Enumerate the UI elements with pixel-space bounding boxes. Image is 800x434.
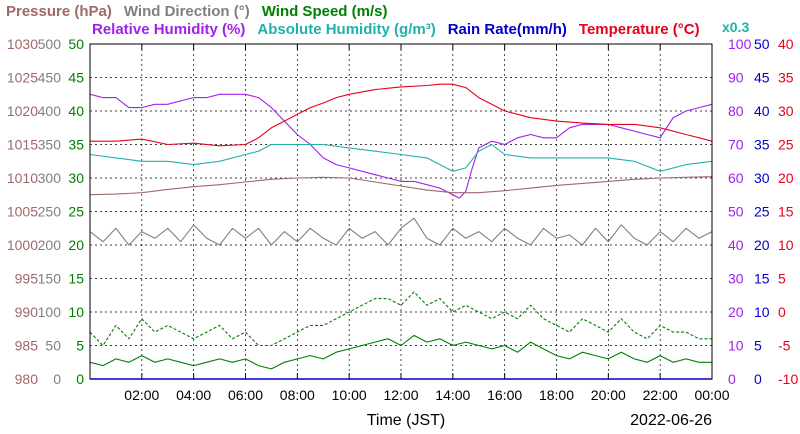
y-tick-label-rain-rate: 0 [754,371,762,387]
x-tick-label: 06:00 [228,387,263,403]
y-tick-label-pressure: 1030 [7,36,38,52]
y-tick-label-wind-direction: 0 [53,371,61,387]
y-tick-label-wind-speed: 5 [76,338,84,354]
y-tick-label-wind-direction: 300 [38,170,62,186]
x-tick-label: 14:00 [435,387,470,403]
y-tick-label-temperature: 40 [778,36,794,52]
y-tick-label-humidity: 0 [728,371,736,387]
y-tick-label-humidity: 80 [728,103,744,119]
y-tick-label-wind-speed: 15 [68,271,84,287]
series-line [89,291,712,347]
y-tick-label-wind-direction: 350 [38,137,62,153]
series-line [89,176,713,196]
y-tick-label-pressure: 980 [15,371,39,387]
y-tick-label-wind-direction: 50 [45,338,61,354]
y-tick-label-temperature: 25 [778,137,794,153]
y-tick-label-pressure: 1015 [7,137,38,153]
legend-entry: Wind Direction (°) [124,3,250,20]
y-tick-label-wind-direction: 150 [38,271,62,287]
y-tick-label-wind-speed: 0 [76,371,84,387]
x-tick-label: 16:00 [487,387,522,403]
y-tick-label-wind-direction: 450 [38,70,62,86]
x-axis-label: Time (JST) [367,412,446,429]
y-tick-label-pressure: 1020 [7,103,38,119]
y-tick-label-humidity: 60 [728,170,744,186]
y-tick-label-pressure: 1010 [7,170,38,186]
y-tick-label-rain-rate: 45 [754,70,770,86]
x-tick-label: 02:00 [124,387,159,403]
y-tick-label-humidity: 90 [728,70,744,86]
y-tick-label-rain-rate: 30 [754,170,770,186]
y-tick-label-temperature: 20 [778,170,794,186]
y-tick-label-rain-rate: 50 [754,36,770,52]
y-tick-label-humidity: 100 [728,36,752,52]
y-tick-label-temperature: -10 [778,371,798,387]
y-tick-label-wind-speed: 10 [68,304,84,320]
series-line [90,83,713,147]
y-tick-label-humidity: 30 [728,271,744,287]
x-tick-label: 12:00 [383,387,418,403]
legend-entry: Wind Speed (m/s) [262,3,388,20]
y-tick-label-pressure: 1000 [7,237,38,253]
y-tick-label-wind-speed: 25 [68,204,84,220]
y-tick-label-temperature: 35 [778,70,794,86]
y-tick-label-rain-rate: 10 [754,304,770,320]
legend-entry: Temperature (°C) [579,21,700,38]
x-tick-label: 20:00 [591,387,626,403]
y-tick-label-humidity: 70 [728,137,744,153]
y-tick-label-rain-rate: 35 [754,137,770,153]
y-tick-label-pressure: 1025 [7,70,38,86]
y-tick-label-temperature: 0 [778,304,786,320]
y-tick-label-rain-rate: 5 [754,338,762,354]
y-tick-label-wind-direction: 200 [38,237,62,253]
x-tick-label: 18:00 [539,387,574,403]
y-tick-label-temperature: -5 [778,338,791,354]
y-tick-label-wind-speed: 20 [68,237,84,253]
legend: Pressure (hPa) Wind Direction (°) Wind Spe… [6,3,749,38]
y-tick-label-pressure: 995 [15,271,39,287]
series-layer [89,83,713,370]
series-line [89,143,713,172]
y-tick-label-rain-rate: 40 [754,103,770,119]
y-tick-label-temperature: 15 [778,204,794,220]
y-tick-label-wind-speed: 50 [68,36,84,52]
y-tick-label-humidity: 10 [728,338,744,354]
legend-entry: Pressure (hPa) [6,3,112,20]
y-tick-label-pressure: 1005 [7,204,38,220]
series-line [89,334,712,370]
y-tick-label-rain-rate: 20 [754,237,770,253]
x-tick-label: 08:00 [280,387,315,403]
series-line [89,217,713,246]
y-tick-label-temperature: 10 [778,237,794,253]
y-tick-label-wind-direction: 500 [38,36,62,52]
x-tick-label: 04:00 [176,387,211,403]
y-tick-label-humidity: 50 [728,204,744,220]
y-tick-label-pressure: 985 [15,338,39,354]
y-tick-label-pressure: 990 [15,304,39,320]
y-tick-label-humidity: 20 [728,304,744,320]
grid [90,43,713,380]
y-tick-label-wind-speed: 45 [68,70,84,86]
y-tick-label-wind-speed: 30 [68,170,84,186]
y-tick-label-temperature: 5 [778,271,786,287]
y-tick-label-temperature: 30 [778,103,794,119]
y-tick-label-wind-speed: 35 [68,137,84,153]
y-tick-label-wind-direction: 400 [38,103,62,119]
legend-entry: Relative Humidity (%) [92,21,245,38]
y-tick-label-wind-direction: 250 [38,204,62,220]
x-tick-label: 10:00 [332,387,367,403]
y-tick-label-rain-rate: 25 [754,204,770,220]
date-label: 2022-06-26 [630,412,712,429]
legend-entry: Absolute Humidity (g/m³) [257,21,435,38]
axes: 02:00 04:00 06:00 08:00 10:00 12:00 14:00 16:00… [7,36,799,403]
y-tick-label-wind-speed: 40 [68,103,84,119]
y-tick-label-rain-rate: 15 [754,271,770,287]
y-tick-label-humidity: 40 [728,237,744,253]
x-tick-label: 00:00 [694,387,729,403]
y-tick-label-wind-direction: 100 [38,304,62,320]
legend-multiplier: x0.3 [722,19,749,35]
x-tick-label: 22:00 [643,387,678,403]
legend-entry: Rain Rate(mm/h) [448,21,567,38]
